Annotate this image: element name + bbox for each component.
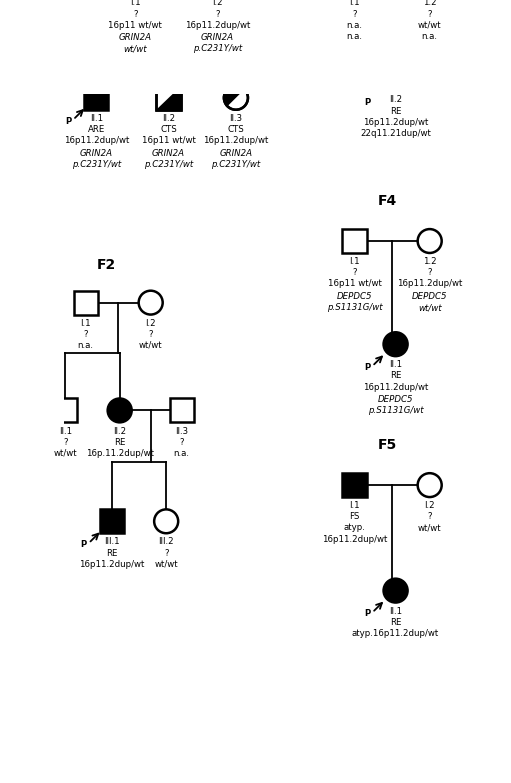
Bar [100,510,124,533]
Text: II.2
CTS
16p11 wt/wt: II.2 CTS 16p11 wt/wt [142,114,195,145]
Bar [170,399,194,422]
Text: I.1
?
n.a.: I.1 ? n.a. [78,319,94,350]
Circle shape [417,473,442,497]
Text: F4: F4 [378,194,398,208]
Text: I.2
?
16p11.2dup/wt: I.2 ? 16p11.2dup/wt [184,0,250,30]
Circle shape [384,332,408,356]
Circle shape [417,229,442,253]
Bar [156,86,180,110]
Circle shape [224,86,248,110]
Bar [384,67,408,92]
Text: DEPDC5
wt/wt: DEPDC5 wt/wt [412,292,448,312]
Text: II.1
?
wt/wt: II.1 ? wt/wt [54,427,77,458]
Text: 1.2
?
16p11.2dup/wt: 1.2 ? 16p11.2dup/wt [397,257,462,288]
Bar [342,229,366,253]
Text: I.1
?
16p11 wt/wt: I.1 ? 16p11 wt/wt [108,0,162,30]
Text: F2: F2 [97,258,116,272]
Bar [54,399,78,422]
Text: I.1
?
n.a.
n.a.: I.1 ? n.a. n.a. [346,0,362,41]
Text: I.1
?
16p11 wt/wt: I.1 ? 16p11 wt/wt [328,257,381,288]
Text: P: P [364,609,370,619]
Text: II.3
CTS
16p11.2dup/wt: II.3 CTS 16p11.2dup/wt [203,114,269,145]
Text: II.2
RE
16p11.2dup/wt
22q11.21dup/wt: II.2 RE 16p11.2dup/wt 22q11.21dup/wt [360,96,431,138]
Text: GRIN2A
p.C231Y/wt: GRIN2A p.C231Y/wt [193,33,242,53]
Text: GRIN2A
p.C231Y/wt: GRIN2A p.C231Y/wt [144,149,193,169]
Text: III.1
RE
16p11.2dup/wt: III.1 RE 16p11.2dup/wt [79,537,145,568]
Text: II.2
RE
16p.11.2dup/wt: II.2 RE 16p.11.2dup/wt [86,427,154,458]
Text: 1.2
?
wt/wt
n.a.: 1.2 ? wt/wt n.a. [418,0,442,41]
Text: I.2
?
wt/wt: I.2 ? wt/wt [139,319,162,350]
Circle shape [384,579,408,603]
Text: II.1
RE
16p11.2dup/wt: II.1 RE 16p11.2dup/wt [363,360,428,392]
Text: I.1
FS
atyp.
16p11.2dup/wt: I.1 FS atyp. 16p11.2dup/wt [322,501,387,543]
Text: F5: F5 [378,438,398,452]
Text: P: P [65,117,71,125]
Text: DEPDC5
p.S1131G/wt: DEPDC5 p.S1131G/wt [368,395,424,415]
Circle shape [154,510,178,533]
Text: GRIN2A
wt/wt: GRIN2A wt/wt [119,33,152,53]
Text: GRIN2A
p.C231Y/wt: GRIN2A p.C231Y/wt [72,149,121,169]
Polygon shape [224,86,244,106]
Bar [156,86,180,110]
Text: P: P [364,98,370,107]
Text: II.1
ARE
16p11.2dup/wt: II.1 ARE 16p11.2dup/wt [64,114,129,145]
Text: P: P [80,540,87,549]
Polygon shape [156,86,180,110]
Bar [342,473,366,497]
Circle shape [108,399,132,422]
Bar [84,86,108,110]
Text: DEPDC5
p.S1131G/wt: DEPDC5 p.S1131G/wt [327,292,382,312]
Bar [74,290,98,315]
Text: II.3
?
n.a.: II.3 ? n.a. [174,427,190,458]
Text: I.2
?
wt/wt: I.2 ? wt/wt [418,501,442,532]
Text: P: P [364,363,370,372]
Text: GRIN2A
p.C231Y/wt: GRIN2A p.C231Y/wt [212,149,261,169]
Text: III.2
?
wt/wt: III.2 ? wt/wt [154,537,178,568]
Text: II.1
RE
atyp.16p11.2dup/wt: II.1 RE atyp.16p11.2dup/wt [352,607,439,638]
Circle shape [138,290,162,315]
